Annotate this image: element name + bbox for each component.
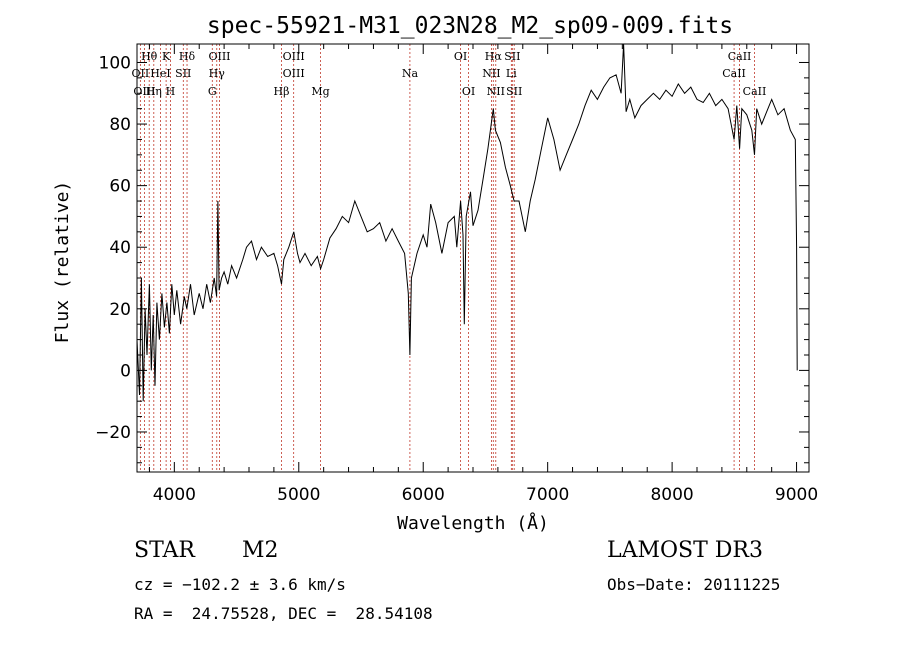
line-marker-label: Mg <box>311 85 329 98</box>
line-marker-label: H <box>166 85 176 98</box>
line-marker-label: OIII <box>283 50 305 63</box>
x-tick-label: 8000 <box>650 485 693 505</box>
line-marker-label: K <box>162 50 171 63</box>
y-tick-label: 0 <box>120 361 131 381</box>
line-marker-label: Hη <box>146 85 162 98</box>
line-marker-label: CaII <box>728 50 752 63</box>
x-tick-label: 7000 <box>526 485 569 505</box>
line-marker-label: OI <box>454 50 467 63</box>
line-marker-label: SII <box>504 50 520 63</box>
line-marker-label: OIII <box>133 85 155 98</box>
line-marker-label: Na <box>402 67 419 80</box>
y-tick-label: 20 <box>109 300 131 320</box>
line-marker-label: SII <box>175 67 191 80</box>
subclass: M2 <box>242 538 279 563</box>
plot-frame <box>136 43 810 473</box>
line-marker-label: OII <box>132 67 150 80</box>
survey-name: LAMOST DR3 <box>607 538 763 563</box>
line-marker-label: Hβ <box>274 85 290 98</box>
line-marker-label: Hγ <box>209 67 226 80</box>
line-marker-label: OIII <box>283 67 305 80</box>
line-marker-label: OI <box>462 85 475 98</box>
chart-title: spec-55921-M31_023N28_M2_sp09-009.fits <box>207 13 733 39</box>
y-tick-label: 40 <box>109 238 131 258</box>
obs-date: Obs−Date: 20111225 <box>607 575 781 594</box>
object-class: STAR <box>134 538 195 563</box>
line-marker-label: CaII <box>743 85 767 98</box>
line-marker-label: Hδ <box>179 50 196 63</box>
y-tick-label: −20 <box>95 423 131 443</box>
x-tick-label: 9000 <box>775 485 818 505</box>
line-marker-label: HeI <box>150 67 170 80</box>
axis-ticks: 4000 5000 6000 7000 8000 9000 −20 0 20 40 60 80 100 <box>95 44 818 505</box>
x-tick-label: 6000 <box>402 485 445 505</box>
line-marker-label: Li <box>506 67 517 80</box>
line-marker-label: OIII <box>208 50 230 63</box>
emission-line-markers <box>139 44 755 472</box>
line-marker-label: CaII <box>722 67 746 80</box>
line-marker-label: NII <box>482 67 500 80</box>
redshift-cz: cz = −102.2 ± 3.6 km/s <box>134 575 346 594</box>
line-marker-label: SII <box>506 85 522 98</box>
line-marker-label: NII <box>487 85 505 98</box>
x-axis-label: Wavelength (Å) <box>397 512 549 534</box>
spectrum-series-line <box>136 43 798 402</box>
y-tick-label: 100 <box>99 53 131 73</box>
emission-line-labels: Hθ OII OIII K HeI Hη H SII Hδ OIII Hγ G OIII OIII Hβ Mg… <box>132 50 767 98</box>
line-marker-label: Hθ <box>141 50 158 63</box>
line-marker-label: G <box>208 85 217 98</box>
y-axis-label: Flux (relative) <box>52 181 73 344</box>
x-tick-label: 4000 <box>153 485 196 505</box>
y-tick-label: 80 <box>109 115 131 135</box>
line-marker-label: Hα <box>485 50 503 63</box>
y-tick-label: 60 <box>109 177 131 197</box>
x-tick-label: 5000 <box>277 485 320 505</box>
coordinates: RA = 24.75528, DEC = 28.54108 <box>134 604 433 623</box>
